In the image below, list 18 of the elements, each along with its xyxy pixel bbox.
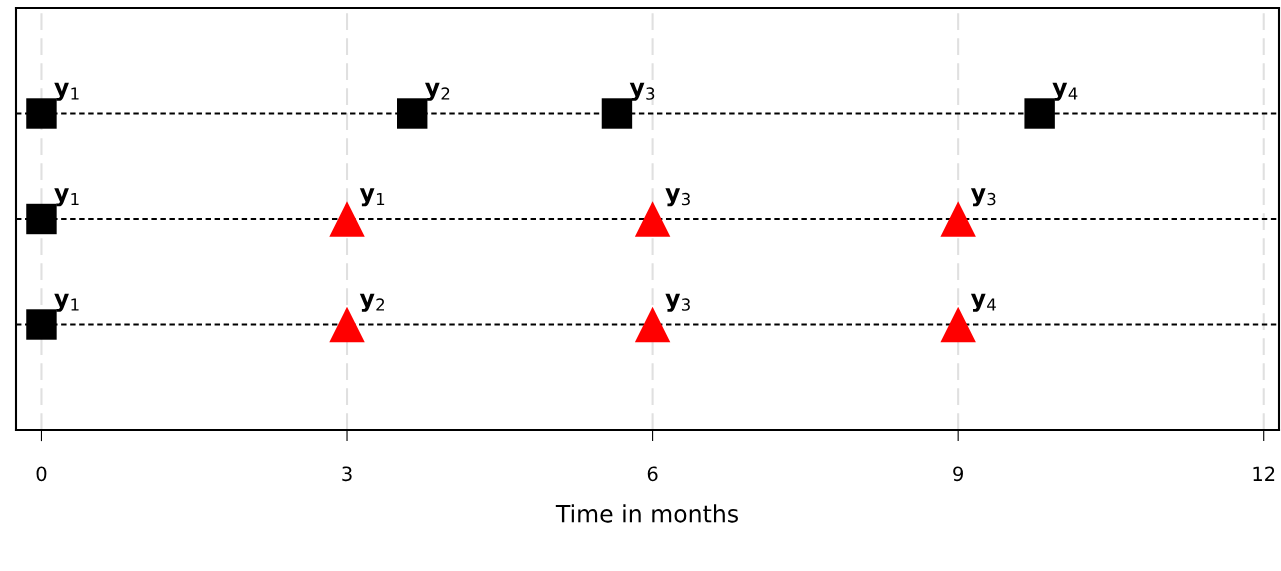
x-tick-label: 12 xyxy=(1253,466,1275,481)
x-tick-label: 0 xyxy=(36,466,47,482)
x-tick-label: 3 xyxy=(342,466,352,482)
series-label: y$_{2}$ xyxy=(359,293,385,312)
text: y$_{1}$ xyxy=(54,188,79,207)
x-axis-title: Time in months xyxy=(555,504,738,523)
series-label: y$_{4}$ xyxy=(1052,82,1078,101)
x-tick-label: 6 xyxy=(647,466,658,482)
series-label: y$_{1}$ xyxy=(54,82,79,101)
series-label: y$_{3}$ xyxy=(665,188,690,207)
series-label: y$_{3}$ xyxy=(970,188,996,207)
series-label: y$_{3}$ xyxy=(629,82,655,101)
text: y$_{1}$ xyxy=(54,293,79,312)
series-label: y$_{4}$ xyxy=(970,293,996,312)
series-label: y$_{1}$ xyxy=(359,188,385,207)
series-label: y$_{2}$ xyxy=(425,82,450,101)
x-tick-label: 9 xyxy=(953,466,963,482)
text: y$_{3}$ xyxy=(665,293,690,312)
